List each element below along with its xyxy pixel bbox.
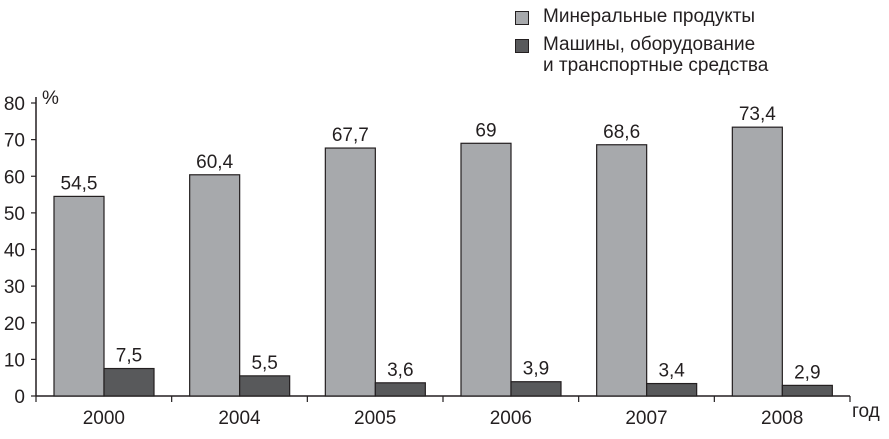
- x-tick-label: 2005: [354, 408, 396, 429]
- y-tick-label: 70: [4, 131, 25, 152]
- bar-mineral: [324, 147, 376, 397]
- y-tick-label: 80: [4, 94, 25, 115]
- bar-machinery: [781, 384, 833, 397]
- bar-machinery: [510, 381, 562, 397]
- x-axis-label: год: [852, 401, 880, 422]
- x-tick-label: 2006: [490, 408, 532, 429]
- data-label-machinery: 3,6: [387, 360, 413, 381]
- data-label-mineral: 67,7: [332, 125, 369, 146]
- data-label-machinery: 2,9: [794, 362, 820, 383]
- legend-label-mineral: Минеральные продукты: [543, 6, 756, 27]
- data-label-mineral: 60,4: [196, 152, 233, 173]
- data-label-machinery: 3,9: [523, 359, 549, 380]
- data-label-machinery: 3,4: [658, 361, 685, 382]
- x-tick-label: 2004: [218, 408, 261, 429]
- bar-machinery: [374, 382, 426, 397]
- y-tick-label: 30: [4, 277, 25, 298]
- data-label-machinery: 7,5: [116, 346, 142, 367]
- legend-swatch-mineral: [515, 11, 529, 25]
- y-tick-label: 20: [4, 314, 25, 335]
- y-tick-label: 40: [4, 241, 25, 262]
- bar-mineral: [189, 174, 241, 397]
- data-label-mineral: 54,5: [61, 173, 98, 194]
- bar-machinery: [646, 382, 698, 397]
- bars: [53, 126, 833, 397]
- bar-mineral: [731, 126, 783, 397]
- bar-machinery: [103, 367, 155, 397]
- y-tick-label: 50: [4, 204, 25, 225]
- bar-machinery: [239, 375, 291, 397]
- bar-mineral: [596, 144, 648, 397]
- data-label-mineral: 69: [475, 120, 496, 141]
- legend-label-machinery: Машины, оборудование и транспортные сред…: [543, 34, 769, 76]
- x-tick-label: 2007: [625, 408, 667, 429]
- axes: 0 10 20 30 40 50 60 70 80 2000 2004 2005 2006 2007 200…: [4, 94, 851, 429]
- y-tick-label: 60: [4, 167, 25, 188]
- y-axis-label: %: [42, 88, 59, 109]
- y-tick-label: 0: [14, 387, 25, 408]
- y-tick-label: 10: [4, 350, 25, 371]
- x-tick-label: 2000: [83, 408, 125, 429]
- bar-mineral: [460, 142, 512, 397]
- x-tick-label: 2008: [761, 408, 803, 429]
- data-label-machinery: 5,5: [251, 353, 277, 374]
- data-label-mineral: 68,6: [603, 122, 640, 143]
- legend-swatch-machinery: [515, 39, 529, 53]
- data-labels: 54,5 60,4 67,7 69 68,6 73,4 7,5 5,5 3,6 3,9 3,4 2,9: [61, 104, 821, 383]
- data-label-mineral: 73,4: [739, 104, 776, 125]
- bar-mineral: [53, 195, 105, 397]
